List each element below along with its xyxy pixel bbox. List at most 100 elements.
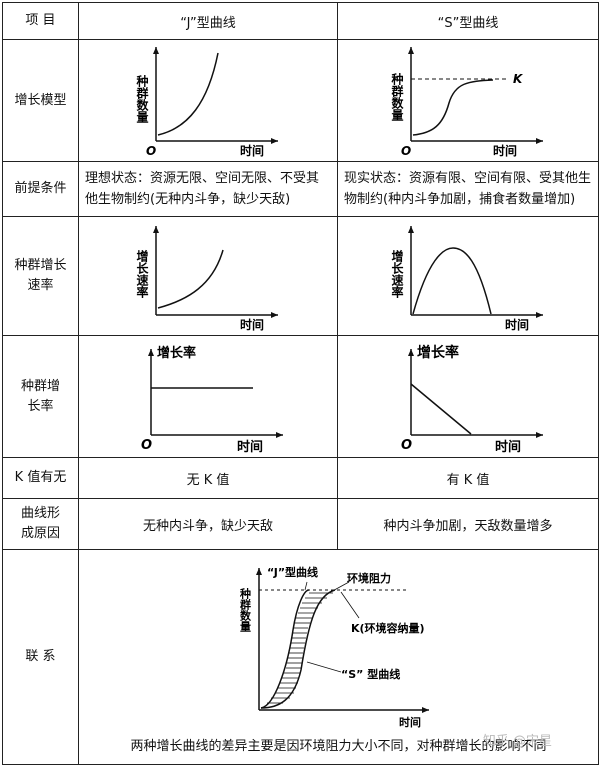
s-k-text: 有 K 值: [446, 472, 490, 488]
s-curve-line: [260, 589, 336, 709]
j-cause-text: 无种内斗争，缺少天敌: [142, 518, 273, 534]
s-curve-label: “S” 型曲线: [341, 667, 400, 681]
j-cause-cell: 无种内斗争，缺少天敌: [78, 498, 338, 550]
y-axis-label: 增长率: [417, 344, 459, 361]
origin-label: O: [141, 438, 152, 453]
j-model-graph-cell: 种群数量 O 时间: [78, 39, 338, 162]
y-axis-arrow: [153, 226, 159, 233]
row-cause: 曲线形成原因 无种内斗争，缺少天敌 种内斗争加剧，天敌数量增多: [2, 498, 599, 550]
y-axis-label: 增长速率: [390, 249, 404, 299]
row-label-k-value: K 值有无: [2, 457, 79, 499]
row-relationship: 联 系: [2, 549, 599, 765]
y-axis-arrow: [408, 226, 414, 233]
header-s-curve: “S”型曲线: [337, 2, 599, 40]
j-curve-line: [260, 589, 310, 709]
j-label-pointer: [304, 581, 308, 591]
row-growth-model: 增长模型 种群数量 O 时间 种群数量 K: [2, 39, 599, 162]
relationship-cell: 种群数量 “J”型曲线 环境阻力 K(环境容纳量) “S” 型曲线 时间 两种增…: [78, 549, 599, 765]
k-label: K: [513, 72, 524, 86]
s-model-graph: 种群数量 K O 时间: [390, 47, 543, 158]
y-axis-label: 增长速率: [135, 249, 149, 299]
row-label-cause: 曲线形成原因: [2, 498, 79, 550]
s-cause-text: 种内斗争加剧，天敌数量增多: [383, 518, 553, 534]
s-speed-curve: [412, 247, 492, 315]
header-item: 项 目: [2, 2, 79, 40]
s-rate-graph: 增长率 O 时间: [401, 344, 543, 454]
x-axis-label: 时间: [495, 439, 521, 454]
y-axis-label: 增长率: [157, 345, 196, 361]
y-axis-arrow: [148, 349, 154, 356]
header-j-curve: “J”型曲线: [78, 2, 338, 40]
s-speed-graph: 增长速率 时间: [390, 226, 543, 332]
x-axis-arrow: [422, 707, 429, 713]
j-k-text: 无 K 值: [186, 472, 230, 488]
x-axis-label: 时间: [237, 439, 263, 454]
s-rate-line: [410, 383, 472, 435]
row-label-preconditions: 前提条件: [2, 161, 79, 217]
y-axis-arrow: [256, 568, 262, 575]
row-growth-rate: 种群增长率 增长率 O 时间 增长率 O 时间: [2, 335, 599, 458]
s-condition-text: 现实状态：资源有限、空间有限、受其他生物制约(种内斗争加剧，捕食者数量增加): [344, 171, 592, 207]
y-axis-arrow: [153, 47, 159, 54]
resistance-pointer: [326, 581, 350, 595]
row-label-growth-rate: 种群增长率: [2, 335, 79, 458]
j-speed-curve: [157, 249, 224, 309]
relationship-caption: 两种增长曲线的差异主要是因环境阻力大小不同，对种群增长的影响不同: [130, 739, 547, 754]
j-rate-graph-cell: 增长率 O 时间: [78, 335, 338, 458]
k-pointer: [340, 591, 360, 619]
j-k-cell: 无 K 值: [78, 457, 338, 499]
y-axis-label: 种群数量: [135, 74, 149, 123]
x-axis-arrow: [536, 432, 543, 438]
resistance-area: [261, 590, 335, 708]
s-rate-graph-cell: 增长率 O 时间: [337, 335, 599, 458]
j-speed-graph: 增长速率 时间: [135, 226, 278, 332]
origin-label: O: [401, 438, 412, 453]
k-capacity-label: K(环境容纳量): [351, 621, 425, 635]
x-axis-arrow: [271, 138, 278, 144]
row-label-cause-text: 曲线形成原因: [20, 506, 60, 541]
x-axis-label: 时间: [493, 143, 517, 158]
row-growth-speed: 种群增长速率 增长速率 时间 增长速率 时间: [2, 216, 599, 336]
y-axis-label: 种群数量: [239, 587, 253, 632]
row-label-relationship: 联 系: [2, 549, 79, 765]
x-axis-arrow: [536, 312, 543, 318]
s-k-cell: 有 K 值: [337, 457, 599, 499]
j-curve-label: “J”型曲线: [267, 565, 318, 579]
j-condition-cell: 理想状态：资源无限、空间无限、不受其他生物制约(无种内斗争，缺少天敌): [78, 161, 338, 217]
j-condition-text: 理想状态：资源无限、空间无限、不受其他生物制约(无种内斗争，缺少天敌): [85, 171, 320, 207]
j-speed-graph-cell: 增长速率 时间: [78, 216, 338, 336]
header-row: 项 目 “J”型曲线 “S”型曲线: [2, 2, 599, 40]
origin-label: O: [146, 144, 156, 158]
x-axis-label: 时间: [399, 715, 421, 729]
x-axis-arrow: [536, 138, 543, 144]
j-rate-graph: 增长率 O 时间: [141, 345, 283, 454]
row-label-growth-speed: 种群增长速率: [2, 216, 79, 336]
y-axis-arrow: [408, 349, 414, 356]
j-curve-line: [157, 52, 219, 136]
s-model-graph-cell: 种群数量 K O 时间: [337, 39, 599, 162]
relationship-graph: 种群数量 “J”型曲线 环境阻力 K(环境容纳量) “S” 型曲线 时间: [239, 565, 429, 729]
j-model-graph: 种群数量 O 时间: [135, 47, 278, 158]
x-axis-label: 时间: [505, 317, 529, 332]
row-label-growth-model: 增长模型: [2, 39, 79, 162]
s-cause-cell: 种内斗争加剧，天敌数量增多: [337, 498, 599, 550]
x-axis-arrow: [276, 432, 283, 438]
row-label-growth-rate-text: 种群增长率: [20, 378, 60, 414]
row-k-value: K 值有无 无 K 值 有 K 值: [2, 457, 599, 499]
s-label-pointer: [306, 661, 342, 673]
resistance-label: 环境阻力: [347, 571, 391, 585]
origin-label: O: [401, 144, 411, 158]
row-label-growth-speed-text: 种群增长速率: [14, 258, 67, 293]
y-axis-arrow: [408, 47, 414, 54]
s-speed-graph-cell: 增长速率 时间: [337, 216, 599, 336]
x-axis-arrow: [271, 312, 278, 318]
x-axis-label: 时间: [240, 317, 264, 332]
row-preconditions: 前提条件 理想状态：资源无限、空间无限、不受其他生物制约(无种内斗争，缺少天敌)…: [2, 161, 599, 217]
watermark: 知乎 @宋星: [482, 734, 552, 749]
s-curve-line: [412, 79, 494, 136]
s-condition-cell: 现实状态：资源有限、空间有限、受其他生物制约(种内斗争加剧，捕食者数量增加): [337, 161, 599, 217]
x-axis-label: 时间: [240, 143, 264, 158]
y-axis-label: 种群数量: [390, 72, 404, 121]
